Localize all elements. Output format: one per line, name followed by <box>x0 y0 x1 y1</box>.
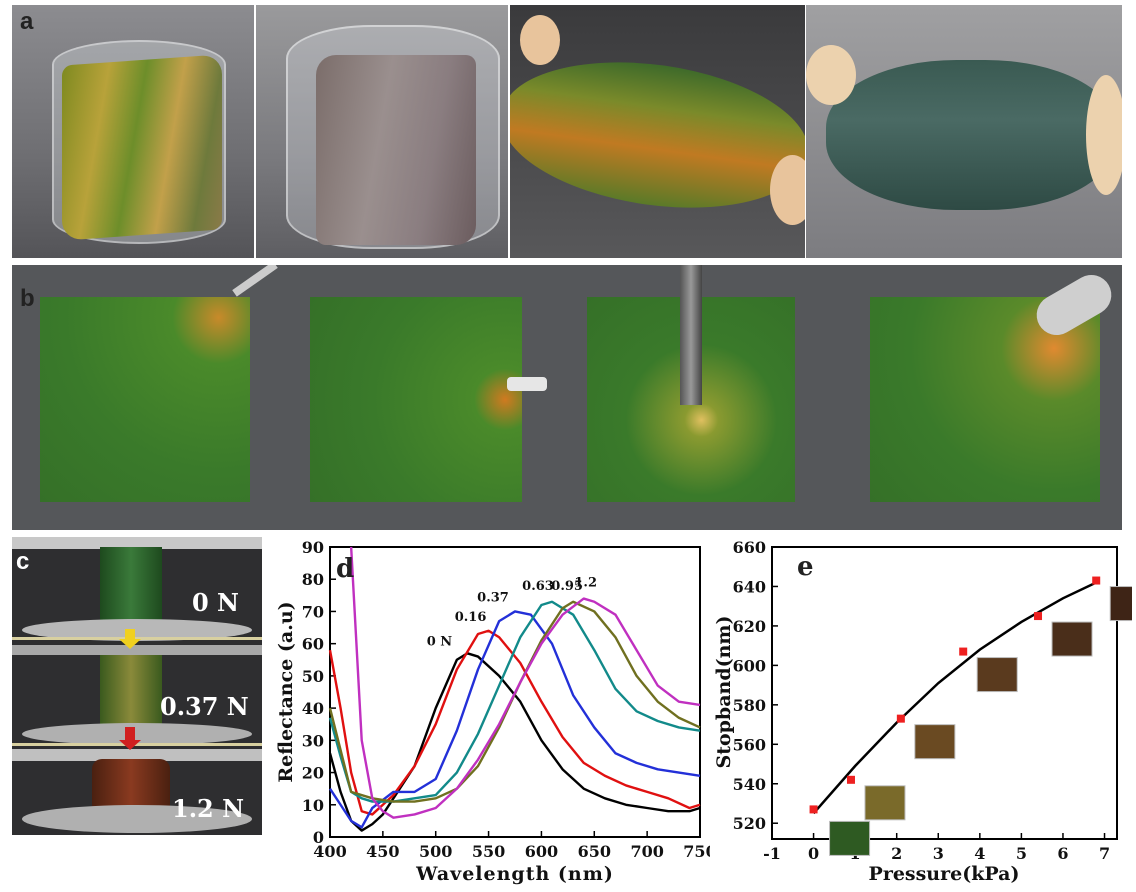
chart-e-data-point <box>1092 576 1101 585</box>
chart-e-inset-photo <box>976 657 1018 693</box>
chart-d-xtick-label: 550 <box>472 842 505 861</box>
chart-d-xtick-label: 400 <box>313 842 346 861</box>
chart-e-inset-photo <box>914 724 956 760</box>
panel-label-c: c <box>16 548 30 575</box>
chart-d-xlabel: Wavelength (nm) <box>415 863 614 885</box>
chart-e-data-point <box>846 775 855 784</box>
chart-e-fit-line <box>812 581 1097 815</box>
photo-a1 <box>12 5 254 258</box>
chart-e-xtick-label: 5 <box>1016 844 1027 863</box>
chart-e-inset-photo <box>1051 621 1093 657</box>
chart-d-ylabel: Reflectance (a.u) <box>275 601 297 782</box>
chart-d-annotation: 0.95 <box>551 579 583 594</box>
chart-d-series-line <box>328 600 701 803</box>
chart-d-ytick-label: 90 <box>302 538 324 557</box>
chart-d-annotation: 0.16 <box>455 610 487 625</box>
chart-d-xtick-label: 600 <box>525 842 558 861</box>
chart-e-frame <box>771 546 1118 840</box>
chart-d-ytick-label: 50 <box>302 667 324 686</box>
force-label-0: 0 N <box>192 588 239 617</box>
chart-d-ytick-label: 10 <box>302 796 324 815</box>
chart-e-xtick-label: 6 <box>1057 844 1068 863</box>
chart-d-ytick-label: 60 <box>302 635 324 654</box>
chart-d-xtick-label: 500 <box>419 842 452 861</box>
chart-d-ytick-label: 40 <box>302 699 324 718</box>
chart-e-ytick-label: 560 <box>733 735 766 754</box>
chart-d-ytick-label: 80 <box>302 570 324 589</box>
chart-e-inset-photo <box>1109 586 1132 622</box>
chart-d-ytick-label: 30 <box>302 731 324 750</box>
chart-e-inset-photo <box>864 785 906 821</box>
chart-d-series-line <box>328 652 701 832</box>
chart-d-xtick-label: 650 <box>578 842 611 861</box>
chart-d-xtick-label: 750 <box>683 842 710 861</box>
chart-e-xlabel: Pressure(kPa) <box>869 863 1020 885</box>
chart-e-xtick-label: -1 <box>763 844 781 863</box>
force-label-2: 1.2 N <box>172 794 245 823</box>
photo-a3 <box>510 5 805 258</box>
chart-e-xtick-label: 2 <box>891 844 902 863</box>
chart-d-series-line <box>328 629 701 816</box>
chart-d-series-line <box>328 610 701 829</box>
photo-a4 <box>806 5 1122 258</box>
chart-e-data-point <box>959 647 968 656</box>
chart-e-ytick-label: 660 <box>733 538 766 557</box>
chart-e-data-point <box>809 805 818 814</box>
chart-e-ytick-label: 580 <box>733 696 766 715</box>
chart-e-ytick-label: 640 <box>733 577 766 596</box>
chart-d-frame <box>329 546 701 838</box>
chart-e-ytick-label: 520 <box>733 814 766 833</box>
photo-c <box>12 537 262 835</box>
chart-e-data-point <box>896 714 905 723</box>
chart-e-inset-photo <box>829 820 871 856</box>
chart-d-annotation: 0.37 <box>477 590 509 605</box>
panel-label-a: a <box>20 8 34 35</box>
chart-d-ytick-label: 20 <box>302 764 324 783</box>
chart-d-ytick-label: 70 <box>302 602 324 621</box>
chart-e-panel-label: e <box>797 552 814 582</box>
photo-a2 <box>256 5 508 258</box>
chart-e-data-point <box>1034 612 1043 621</box>
chart-d-xtick-label: 450 <box>366 842 399 861</box>
chart-d-annotation: 0.63 <box>522 579 554 594</box>
chart-d: 400 450 500 550 600 650 700 750 0 10 20 30 40 50 60 70 8… <box>275 538 710 885</box>
chart-e-xtick-label: 3 <box>933 844 944 863</box>
chart-e-xtick-label: 7 <box>1099 844 1110 863</box>
chart-e-ytick-label: 620 <box>733 617 766 636</box>
chart-d-panel-label: d <box>336 554 354 584</box>
chart-e-xtick-label: 0 <box>808 844 819 863</box>
force-label-1: 0.37 N <box>160 692 249 721</box>
chart-d-series-line <box>328 600 701 803</box>
photo-b-strip <box>12 265 1122 530</box>
chart-e-ylabel: Stopband(nm) <box>713 615 735 768</box>
chart-d-annotation: 0 N <box>427 634 453 649</box>
chart-e-ytick-label: 540 <box>733 775 766 794</box>
chart-e: -101234567520540560580600620640660 e Pre… <box>713 538 1132 885</box>
chart-d-series-line <box>349 546 701 819</box>
chart-e-xtick-label: 4 <box>974 844 985 863</box>
chart-d-xtick-label: 700 <box>630 842 663 861</box>
chart-d-ytick-label: 0 <box>313 828 324 847</box>
panel-label-b: b <box>20 285 35 312</box>
chart-d-annotation: 1.2 <box>574 576 597 591</box>
chart-e-ytick-label: 600 <box>733 656 766 675</box>
